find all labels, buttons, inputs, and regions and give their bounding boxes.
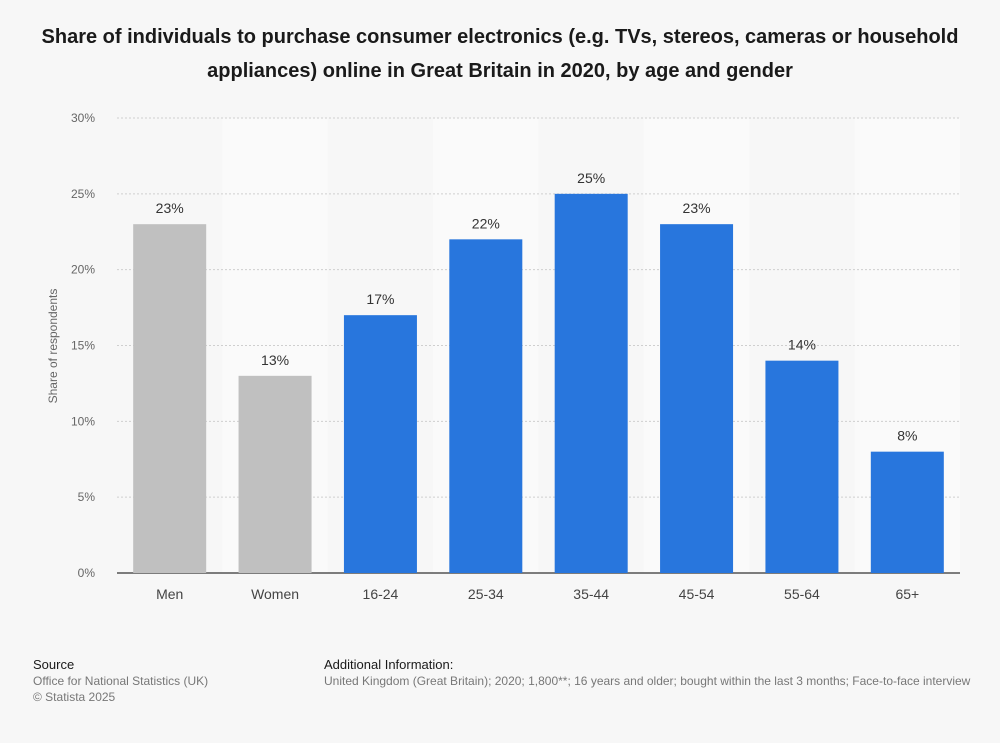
source-name[interactable]: Office for National Statistics (UK) <box>33 674 209 688</box>
bar[interactable] <box>660 224 734 573</box>
bars <box>133 193 944 574</box>
copyright: © Statista 2025 <box>33 690 116 704</box>
bar[interactable] <box>870 451 944 573</box>
data-label: 13% <box>261 352 289 368</box>
y-axis-label: Share of respondents <box>46 289 60 404</box>
additional-info-block: Additional Information: United Kingdom (… <box>324 657 970 689</box>
additional-info-heading: Additional Information: <box>324 657 454 672</box>
value-labels: 23% 13% 17% 22% 25% 23% 14% 8% <box>156 170 918 444</box>
data-label: 23% <box>156 200 184 216</box>
x-tick-label: 45-54 <box>679 586 715 602</box>
bar[interactable] <box>133 224 207 573</box>
bar[interactable] <box>554 193 628 574</box>
x-tick-label: 35-44 <box>573 586 609 602</box>
y-ticks: 0% 5% 10% 15% 20% 25% 30% <box>71 111 95 580</box>
bar[interactable] <box>238 375 312 573</box>
bar-chart: 23% 13% 17% 22% 25% 23% 14% 8% 0% 5% 10% 15% 20% 25%… <box>46 111 960 602</box>
x-tick-label: 65+ <box>895 586 919 602</box>
y-tick-label: 10% <box>71 414 95 428</box>
x-tick-label: Men <box>156 586 183 602</box>
y-tick-label: 20% <box>71 263 95 277</box>
source-heading: Source <box>33 657 75 672</box>
source-block: Source Office for National Statistics (U… <box>33 657 208 705</box>
y-tick-label: 25% <box>71 187 95 201</box>
data-label: 8% <box>897 428 917 444</box>
data-label: 23% <box>683 200 711 216</box>
bar[interactable] <box>449 239 523 574</box>
data-label: 22% <box>472 215 500 231</box>
data-label: 17% <box>366 291 394 307</box>
y-tick-label: 0% <box>78 566 96 580</box>
data-label: 25% <box>577 170 605 186</box>
additional-info-text: United Kingdom (Great Britain); 2020; 1,… <box>324 674 971 688</box>
bar[interactable] <box>765 360 839 573</box>
x-tick-label: 55-64 <box>784 586 820 602</box>
x-tick-label: 16-24 <box>363 586 399 602</box>
x-tick-label: Women <box>251 586 299 602</box>
y-tick-label: 30% <box>71 111 95 125</box>
y-tick-label: 15% <box>71 339 95 353</box>
data-label: 14% <box>788 337 816 353</box>
x-tick-labels: Men Women 16-24 25-34 35-44 45-54 55-64 65+ <box>156 586 919 602</box>
x-tick-label: 25-34 <box>468 586 504 602</box>
bar[interactable] <box>343 315 417 573</box>
chart-title: Share of individuals to purchase consume… <box>41 26 959 82</box>
y-tick-label: 5% <box>78 490 96 504</box>
